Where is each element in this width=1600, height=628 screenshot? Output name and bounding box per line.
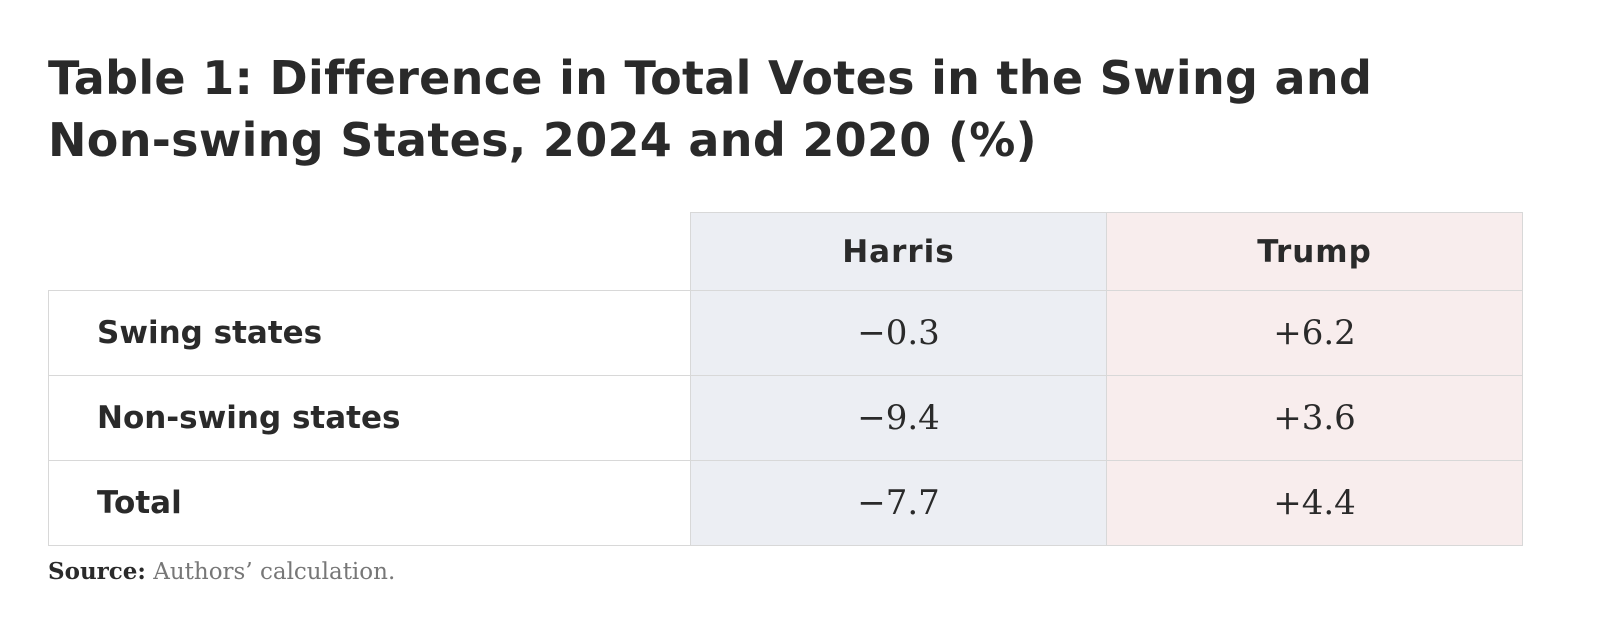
- table-cell: +3.6: [1106, 375, 1523, 461]
- row-label: Swing states: [48, 290, 691, 376]
- source-label: Source:: [48, 558, 146, 585]
- table-cell: −0.3: [690, 290, 1107, 376]
- row-label: Non-swing states: [48, 375, 691, 461]
- row-label: Total: [48, 460, 691, 546]
- column-header: Harris: [690, 212, 1107, 291]
- source-text: Authors’ calculation.: [153, 559, 396, 585]
- title: Table 1: Difference in Total Votes in th…: [48, 51, 1373, 105]
- column-header: Trump: [1106, 212, 1523, 291]
- table-cell: −7.7: [690, 460, 1107, 546]
- table-cell: +6.2: [1106, 290, 1523, 376]
- table-cell: +4.4: [1106, 460, 1523, 546]
- title: Non-swing States, 2024 and 2020 (%): [48, 113, 1037, 167]
- table-cell: −9.4: [690, 375, 1107, 461]
- source: Source: Authors’ calculation.: [48, 558, 395, 585]
